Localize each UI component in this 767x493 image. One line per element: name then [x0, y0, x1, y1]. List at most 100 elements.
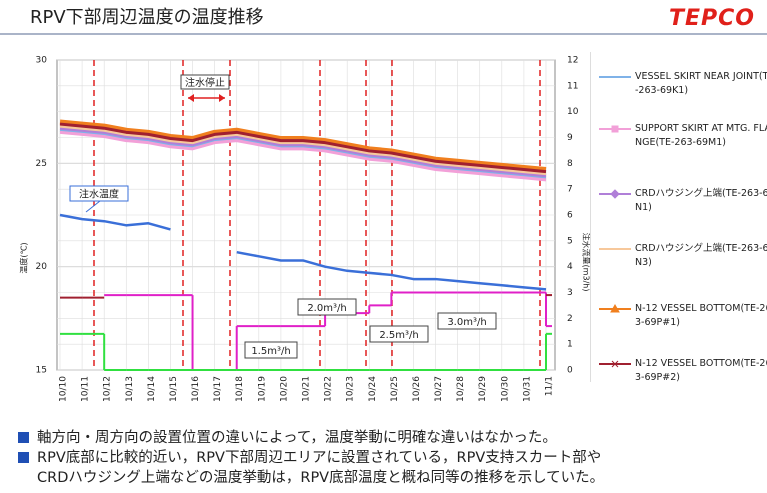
- legend-marker: [610, 303, 620, 313]
- x-tick-label: 10/11: [81, 376, 91, 402]
- legend-marker: [611, 360, 619, 368]
- x-tick-label: 10/20: [279, 376, 289, 402]
- x-tick-label: 11/1: [545, 376, 555, 396]
- x-tick-label: 10/21: [302, 376, 312, 402]
- legend-label: N-12 VESSEL BOTTOM(TE-263-69P#1): [635, 303, 767, 328]
- note-line: CRDハウジング上端などの温度挙動は，RPV底部温度と概ね同等の推移を示していた…: [37, 470, 605, 486]
- y-tick-label: 25: [36, 159, 47, 169]
- note: RPV底部に比較的近い，RPV下部周辺エリアに設置されている，RPV支持スカート…: [18, 448, 767, 488]
- note: 軸方向・周方向の設置位置の違いによって，温度挙動に明確な違いはなかった。: [18, 428, 767, 448]
- annotation: 注水停止: [185, 76, 225, 89]
- annotation: 1.5m³/h: [251, 346, 290, 357]
- x-tick-label: 10/19: [257, 376, 267, 402]
- legend-swatch: [599, 248, 631, 250]
- y2-tick-label: 5: [567, 236, 573, 246]
- legend-label: VESSEL SKIRT NEAR JOINT(TE-263-69K1): [635, 71, 767, 96]
- y2-tick-label: 4: [567, 262, 573, 272]
- event-lines: [93, 60, 541, 370]
- x-tick-label: 10/25: [390, 376, 400, 402]
- legend-item: N-12 VESSEL BOTTOM(TE-263-69P#2): [591, 357, 767, 382]
- legend-item: VESSEL SKIRT NEAR JOINT(TE-263-69K1): [591, 70, 767, 110]
- x-tick-label: 10/29: [478, 376, 488, 402]
- series-line: [236, 250, 547, 291]
- y2-tick-label: 1: [567, 340, 573, 350]
- annotation: 2.5m³/h: [379, 330, 418, 341]
- legend-label: N-12 VESSEL BOTTOM(TE-263-69P#2): [635, 358, 767, 382]
- series-line: [59, 126, 547, 178]
- y2-tick-label: 11: [567, 81, 578, 91]
- series-line: [59, 128, 547, 180]
- annotation: 2.0m³/h: [307, 303, 346, 314]
- legend-label: CRDハウジング上端(TE-263-69N1): [635, 188, 767, 213]
- x-tick-label: 10/27: [434, 376, 444, 402]
- y-tick-label: 15: [36, 366, 47, 376]
- y-tick-label: 20: [36, 262, 48, 272]
- logo: TEPCO: [669, 6, 755, 31]
- annotation-box: [369, 325, 429, 343]
- legend-swatch: [599, 125, 631, 133]
- legend-swatch: [599, 303, 631, 313]
- x-tick-label: 10/16: [191, 376, 201, 402]
- x-tick-label: 10/22: [324, 376, 334, 402]
- x-tick-label: 10/13: [125, 376, 135, 402]
- y2-tick-label: 8: [567, 159, 573, 169]
- legend-label: CRDハウジング上端(TE-263-69N3): [635, 243, 767, 268]
- series-line: [59, 213, 171, 231]
- y2-tick-label: 12: [567, 56, 578, 66]
- x-tick-label: 10/23: [346, 376, 356, 402]
- y2-tick-label: 3: [567, 288, 573, 298]
- legend-swatch: [599, 360, 631, 368]
- y2-tick-label: 9: [567, 133, 573, 143]
- x-tick-label: 10/28: [456, 376, 466, 402]
- annotation: 注水温度: [79, 188, 119, 201]
- y2-axis-label: 注水流量(m3/h): [582, 233, 592, 292]
- series-line: [59, 119, 547, 173]
- x-tick-label: 10/12: [103, 376, 113, 402]
- annotation-pointer: [85, 200, 101, 213]
- legend-label: SUPPORT SKIRT AT MTG. FLANGE(TE-263-69M1…: [635, 123, 767, 148]
- annotation-box: [437, 312, 497, 330]
- y2-tick-label: 6: [567, 211, 573, 221]
- x-tick-label: 10/15: [169, 376, 179, 402]
- legend-item: N-12 VESSEL BOTTOM(TE-263-69P#1): [591, 302, 767, 342]
- page-title: RPV下部周辺温度の温度推移: [30, 7, 264, 28]
- bullet: [18, 432, 29, 443]
- header-bg: [0, 0, 767, 34]
- legend: VESSEL SKIRT NEAR JOINT(TE-263-69K1) SUPP…: [590, 52, 767, 382]
- legend-swatch: [599, 189, 631, 199]
- x-tick-label: 10/30: [500, 376, 510, 402]
- series-line: [59, 130, 547, 182]
- annotation-box: [297, 298, 357, 316]
- y2-tick-label: 2: [567, 314, 573, 324]
- x-tick-label: 10/10: [59, 376, 69, 402]
- x-tick-label: 10/14: [147, 376, 157, 402]
- annotation-box: [69, 185, 129, 202]
- legend-marker: [610, 189, 620, 199]
- legend-item: SUPPORT SKIRT AT MTG. FLANGE(TE-263-69M1…: [591, 122, 767, 162]
- legend-marker: [611, 125, 619, 133]
- note-text: RPV底部に比較的近い，RPV下部周辺エリアに設置されている，RPV支持スカート…: [37, 448, 604, 488]
- y2-tick-label: 10: [567, 107, 579, 117]
- y2-tick-label: 7: [567, 185, 573, 195]
- x-tick-label: 10/31: [522, 376, 532, 402]
- notes: 軸方向・周方向の設置位置の違いによって，温度挙動に明確な違いはなかった。 RPV…: [18, 428, 767, 488]
- x-tick-label: 10/17: [213, 376, 223, 402]
- annotation-box: [244, 341, 298, 359]
- y-axis-label: 温度(℃): [19, 242, 29, 273]
- y-tick-label: 30: [36, 56, 48, 66]
- x-tick-label: 10/24: [368, 376, 378, 402]
- chart: RPV下部周辺温度の温度推移 TEPCO 温度(℃) 注水流量(m3/h) 15…: [0, 0, 767, 402]
- legend-swatch: [599, 76, 631, 78]
- x-tick-label: 10/18: [235, 376, 245, 402]
- series-line: [59, 122, 547, 174]
- legend-item: CRDハウジング上端(TE-263-69N3): [591, 242, 767, 282]
- note-text: 軸方向・周方向の設置位置の違いによって，温度挙動に明確な違いはなかった。: [37, 430, 557, 446]
- bullet: [18, 452, 29, 463]
- y2-tick-label: 0: [567, 366, 573, 376]
- annotation: 3.0m³/h: [447, 317, 486, 328]
- x-tick-label: 10/26: [412, 376, 422, 402]
- series-line: [59, 124, 547, 176]
- note-line: RPV底部に比較的近い，RPV下部周辺エリアに設置されている，RPV支持スカート…: [37, 450, 602, 466]
- legend-item: CRDハウジング上端(TE-263-69N1): [591, 187, 767, 227]
